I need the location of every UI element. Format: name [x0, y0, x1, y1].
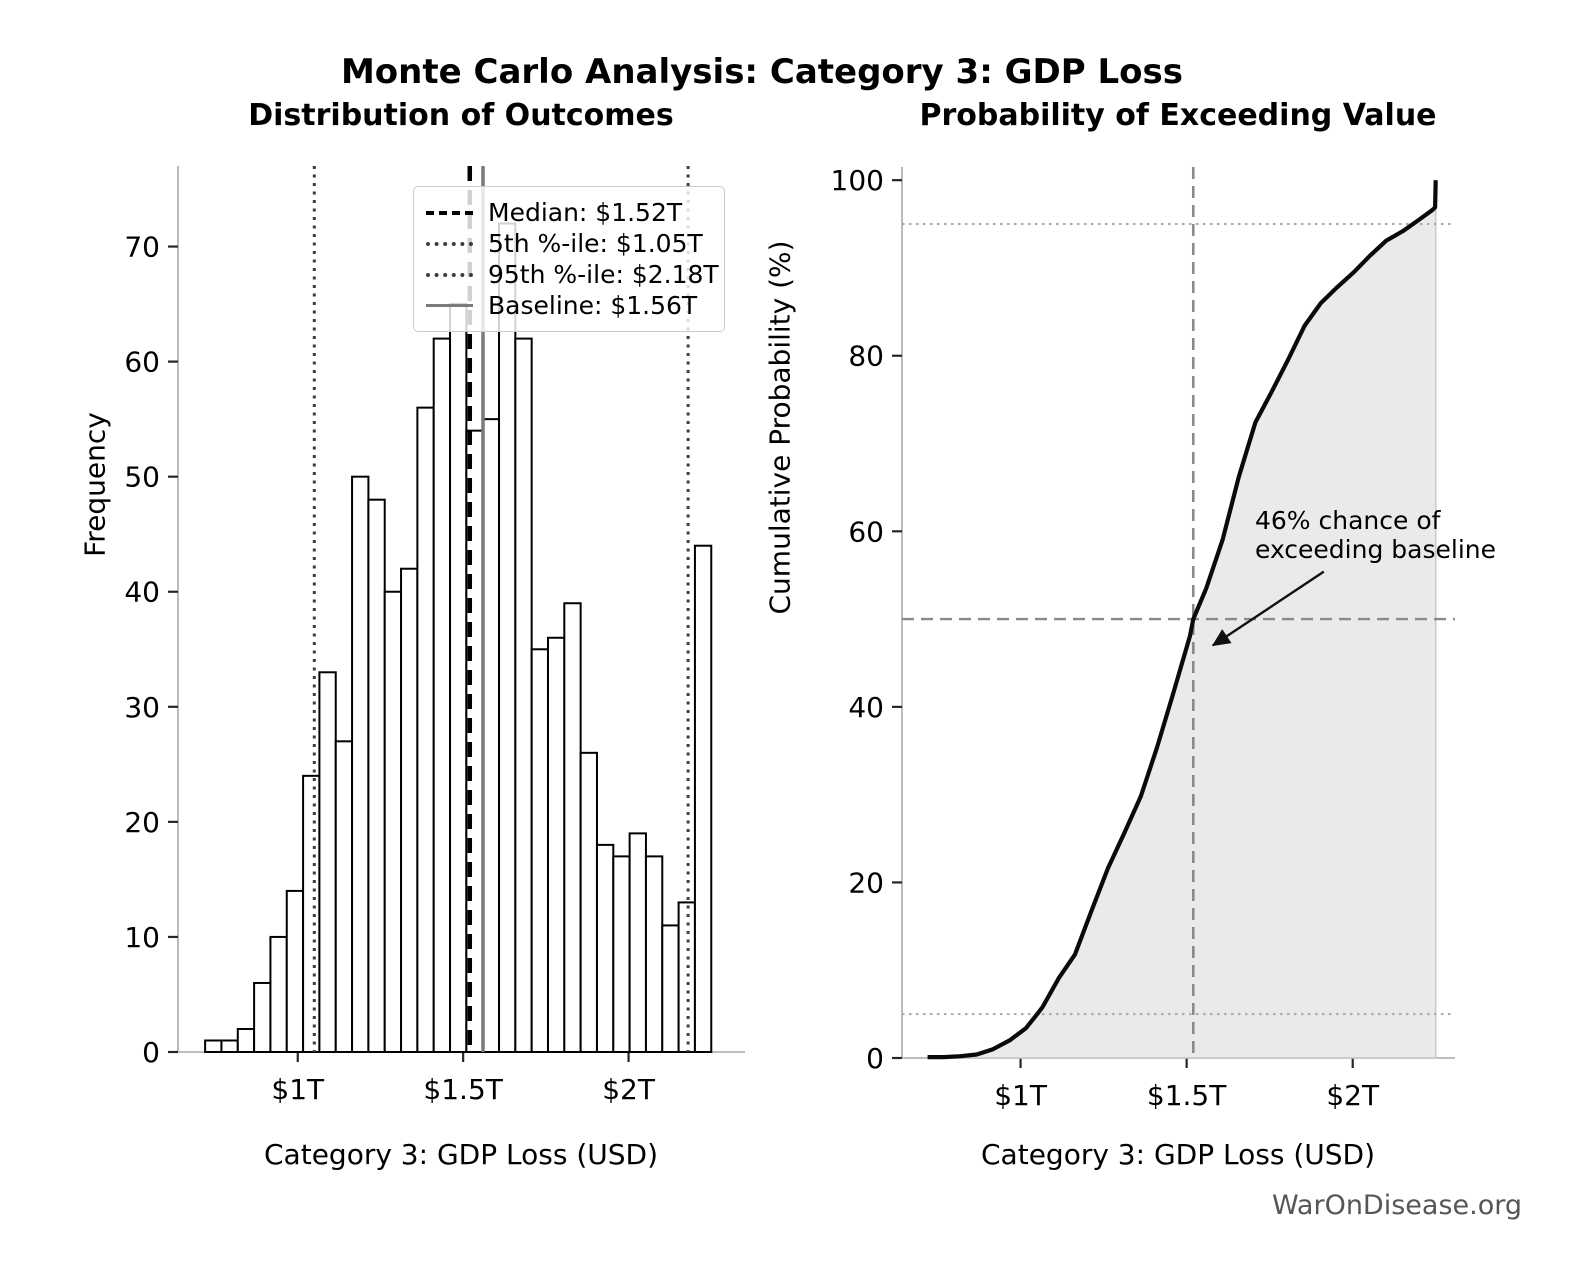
x-tick-label: $1.5T [423, 1073, 503, 1106]
y-tick-label: 60 [848, 515, 884, 548]
annotation-line1: 46% chance of [1255, 506, 1441, 535]
legend-label: 95th %-ile: $2.18T [488, 260, 719, 289]
legend-label: Median: $1.52T [488, 198, 683, 227]
y-tick-label: 10 [124, 921, 160, 954]
histogram-bar [367, 498, 386, 1054]
figure-title: Monte Carlo Analysis: Category 3: GDP Lo… [340, 52, 1184, 92]
histogram-bar [351, 475, 370, 1053]
x-tick-label: $1T [271, 1073, 325, 1106]
histogram-xaxis-label: Category 3: GDP Loss (USD) [264, 1138, 658, 1171]
y-tick-label: 40 [848, 691, 884, 724]
histogram-bar [318, 671, 337, 1053]
annotation-arrow [1211, 570, 1325, 647]
y-tick-label: 80 [848, 340, 884, 373]
histogram-bar [285, 889, 305, 1054]
y-tick-label: 50 [124, 461, 160, 494]
histogram-bar [563, 602, 582, 1053]
histogram-yaxis-label: Frequency [78, 412, 112, 557]
histogram-bar [416, 406, 435, 1053]
histogram-bar [204, 1039, 223, 1054]
histogram-bar [400, 567, 419, 1054]
histogram-bar [661, 924, 680, 1054]
x-tick-label: $1.5T [1147, 1079, 1227, 1112]
annotation-line2: exceeding baseline [1255, 535, 1496, 564]
legend-item-median: Median: $1.52T [426, 197, 712, 228]
histogram-bar [628, 832, 647, 1054]
legend-box: Median: $1.52T 5th %-ile: $1.05T 95th %-… [413, 186, 725, 332]
histogram-bar [514, 337, 533, 1053]
histogram-chart: $1T $1.5T $2T 0 10 20 30 40 50 60 70 [124, 166, 745, 1106]
histogram-bar [693, 544, 713, 1053]
solid-line-icon [426, 304, 473, 307]
y-tick-label: 60 [124, 346, 160, 379]
histogram-bar [220, 1039, 239, 1054]
cdf-xaxis-label: Category 3: GDP Loss (USD) [981, 1138, 1375, 1171]
cdf-subtitle: Probability of Exceeding Value [919, 98, 1437, 133]
cdf-chart: $1T $1.5T $2T 0 20 40 60 80 100 [831, 164, 1455, 1112]
cdf-curve [927, 180, 1438, 1060]
histogram-subtitle: Distribution of Outcomes [248, 98, 674, 133]
dotted-line-icon [426, 241, 473, 246]
legend-label: 5th %-ile: $1.05T [488, 229, 703, 258]
histogram-bar [595, 843, 615, 1053]
legend-item-95th-percentile: 95th %-ile: $2.18T [426, 259, 719, 290]
histogram-bar [579, 751, 598, 1053]
legend-label: Baseline: $1.56T [488, 291, 698, 320]
histogram-bar [269, 935, 288, 1053]
histogram-bar [449, 303, 468, 1053]
legend-item-5th-percentile: 5th %-ile: $1.05T [426, 228, 712, 259]
histogram-bar [236, 1027, 256, 1054]
histogram-bar [546, 636, 566, 1053]
dashed-line-icon [426, 210, 473, 215]
y-tick-label: 30 [124, 691, 160, 724]
histogram-bar [253, 981, 272, 1054]
dotted-line-icon [426, 272, 473, 277]
watermark-text: WarOnDisease.org [1271, 1190, 1522, 1221]
cdf-annotation: 46% chance of exceeding baseline [1255, 506, 1496, 564]
y-tick-label: 20 [848, 866, 884, 899]
y-tick-label: 0 [866, 1042, 884, 1075]
y-tick-label: 100 [831, 164, 884, 197]
histogram-bar [644, 855, 664, 1053]
histogram-bar [530, 648, 549, 1053]
y-tick-label: 40 [124, 576, 160, 609]
y-tick-label: 70 [124, 231, 160, 264]
x-tick-label: $2T [1326, 1079, 1380, 1112]
histogram-bar [432, 337, 452, 1053]
legend-item-baseline: Baseline: $1.56T [426, 290, 712, 321]
histogram-bar [334, 740, 354, 1053]
histogram-bar [612, 855, 631, 1053]
histogram-bar [383, 590, 403, 1053]
histogram-bar [481, 418, 501, 1053]
cdf-yaxis-label: Cumulative Probability (%) [763, 240, 797, 615]
x-tick-label: $1T [994, 1079, 1048, 1112]
y-tick-label: 0 [142, 1036, 160, 1069]
histogram-bar [498, 222, 517, 1053]
x-tick-label: $2T [602, 1073, 656, 1106]
histogram-bar [302, 774, 321, 1054]
y-tick-label: 20 [124, 806, 160, 839]
